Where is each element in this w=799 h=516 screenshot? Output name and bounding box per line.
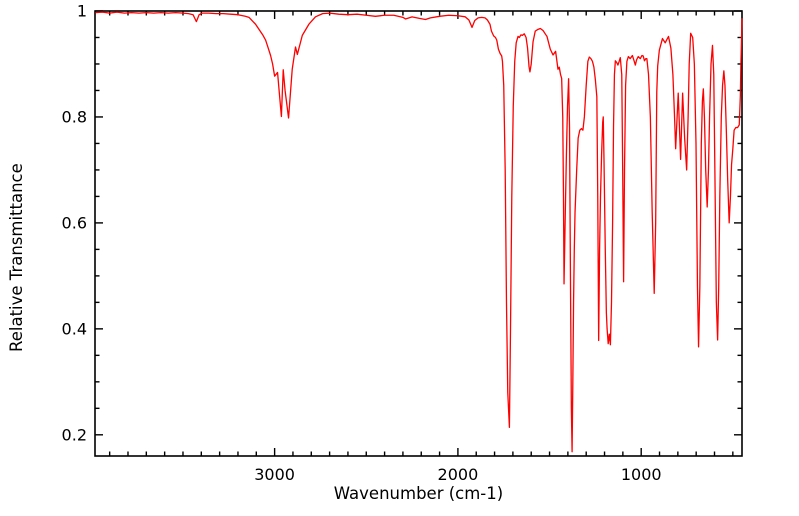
spectrum-curve bbox=[95, 11, 743, 453]
y-tick-label: 0.4 bbox=[62, 319, 87, 338]
plot-border bbox=[94, 10, 743, 457]
x-tick-label: 3000 bbox=[254, 465, 295, 484]
x-tick-label: 1000 bbox=[621, 465, 662, 484]
y-tick-label: 0.2 bbox=[62, 425, 87, 444]
y-axis-label: Relative Transmittance bbox=[6, 163, 26, 353]
x-tick-label: 2000 bbox=[438, 465, 479, 484]
y-tick-label: 0.6 bbox=[62, 213, 87, 232]
y-tick-label: 1 bbox=[77, 2, 87, 21]
x-axis-label: Wavenumber (cm-1) bbox=[333, 484, 504, 503]
y-tick-label: 0.8 bbox=[62, 107, 87, 126]
